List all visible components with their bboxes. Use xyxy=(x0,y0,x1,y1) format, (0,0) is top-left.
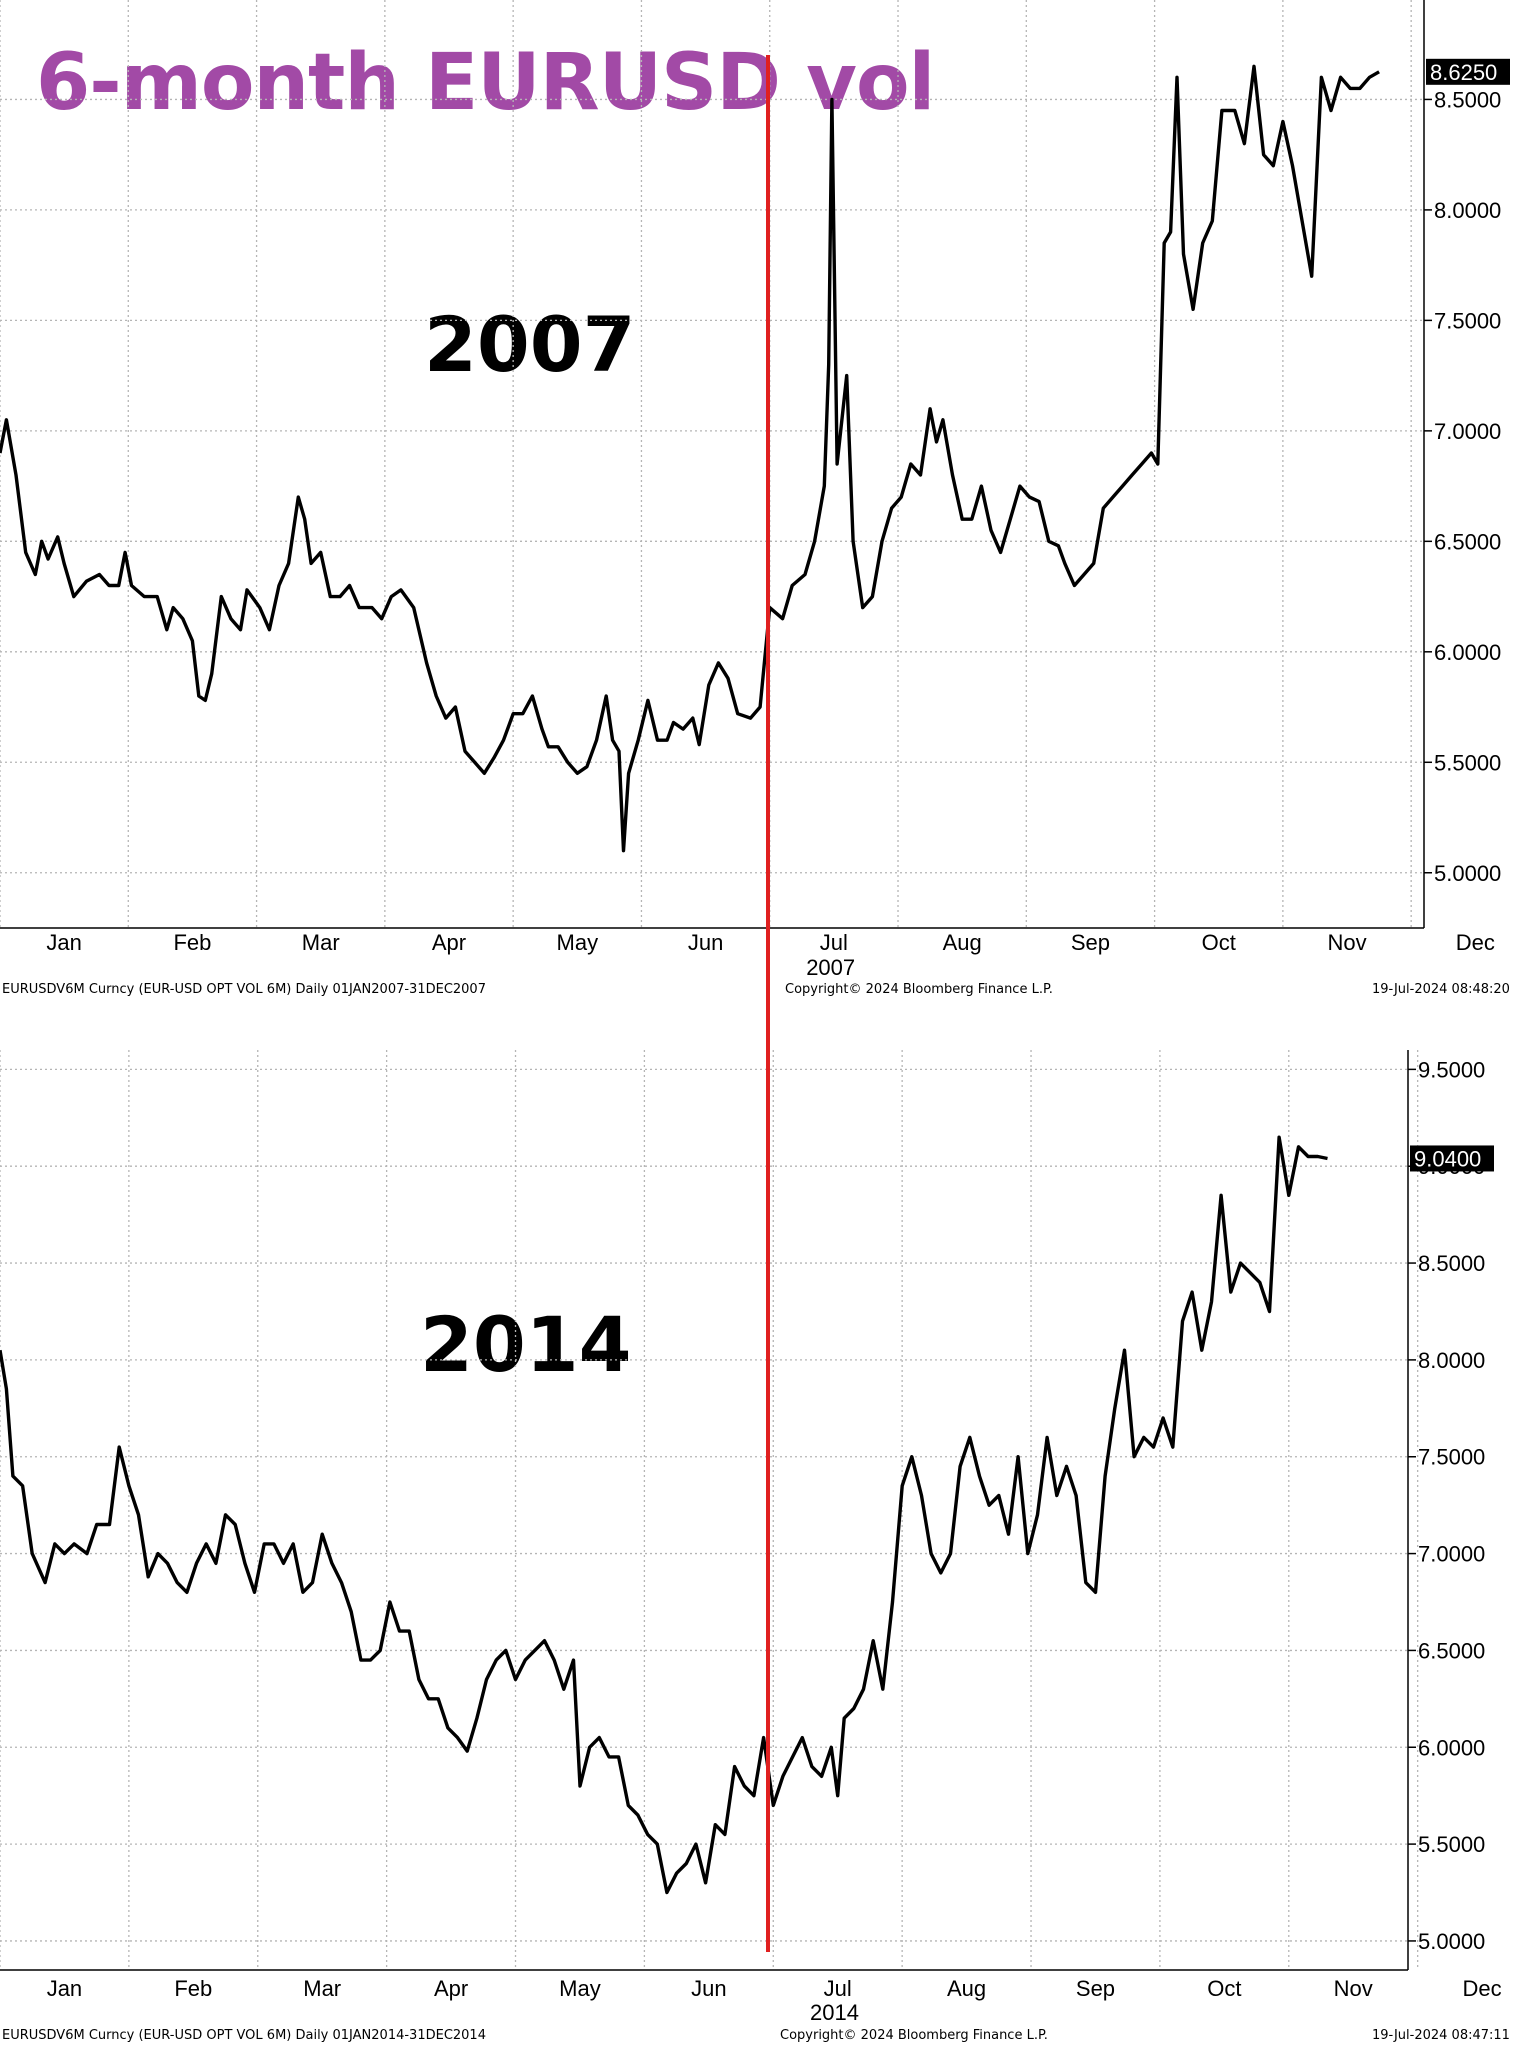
x-tick-label-2014-aug: Aug xyxy=(947,1976,986,2001)
x-tick-label-2007-aug: Aug xyxy=(943,930,982,955)
y-tick-label-2014-6: 8.0000 xyxy=(1418,1348,1485,1373)
footer-mid-2014: Copyright© 2024 Bloomberg Finance L.P. xyxy=(780,2028,1048,2043)
footer-right-2014: 19-Jul-2024 08:47:11 xyxy=(1372,2028,1510,2043)
x-tick-label-2014-jul: Jul xyxy=(824,1976,852,2001)
footer-right-2007: 19-Jul-2024 08:48:20 xyxy=(1372,982,1510,997)
x-tick-label-2007-jan: Jan xyxy=(46,930,81,955)
y-tick-label-2007-2: 6.0000 xyxy=(1434,640,1501,665)
y-tick-label-2014-0: 5.0000 xyxy=(1418,1929,1485,1954)
y-tick-label-2007-7: 8.5000 xyxy=(1434,87,1501,112)
y-tick-label-2014-1: 5.5000 xyxy=(1418,1832,1485,1857)
year-label-2007: 2007 xyxy=(424,300,636,389)
x-tick-label-2007-oct: Oct xyxy=(1202,930,1236,955)
x-tick-label-2014-sep: Sep xyxy=(1076,1976,1115,2001)
x-tick-label-2007-mar: Mar xyxy=(302,930,340,955)
x-tick-label-2007-feb: Feb xyxy=(173,930,211,955)
x-tick-label-2014-jan: Jan xyxy=(47,1976,82,2001)
x-tick-label-2014-apr: Apr xyxy=(434,1976,468,2001)
current-value-label-2014: 9.0400 xyxy=(1414,1146,1481,1171)
footer-left-2007: EURUSDV6M Curncy (EUR-USD OPT VOL 6M) Da… xyxy=(2,982,486,997)
x-tick-label-2014-mar: Mar xyxy=(303,1976,341,2001)
x-tick-label-2007-jul: Jul xyxy=(820,930,848,955)
y-tick-label-2007-5: 7.5000 xyxy=(1434,308,1501,333)
y-tick-label-2007-0: 5.0000 xyxy=(1434,861,1501,886)
y-tick-label-2014-3: 6.5000 xyxy=(1418,1638,1485,1663)
current-value-badge-2014 xyxy=(1410,1145,1494,1172)
x-tick-label-2014-dec: Dec xyxy=(1463,1976,1502,2001)
y-tick-label-2014-4: 7.0000 xyxy=(1418,1542,1485,1567)
y-tick-label-2007-6: 8.0000 xyxy=(1434,198,1501,223)
footer-left-2014: EURUSDV6M Curncy (EUR-USD OPT VOL 6M) Da… xyxy=(2,2028,486,2043)
x-tick-label-2014-nov: Nov xyxy=(1334,1976,1373,2001)
year-label-2014: 2014 xyxy=(420,1300,632,1389)
current-value-badge-2007 xyxy=(1426,58,1510,85)
y-tick-label-2007-4: 7.0000 xyxy=(1434,419,1501,444)
series-line-2014 xyxy=(0,1135,1328,1895)
x-axis-year-label-2014: 2014 xyxy=(810,2000,859,2025)
x-tick-label-2007-jun: Jun xyxy=(688,930,723,955)
x-axis-year-label-2007: 2007 xyxy=(806,955,855,980)
y-tick-label-2007-1: 5.5000 xyxy=(1434,750,1501,775)
x-tick-label-2014-feb: Feb xyxy=(174,1976,212,2001)
y-tick-label-2014-5: 7.5000 xyxy=(1418,1445,1485,1470)
series-line-2007 xyxy=(0,64,1380,853)
x-tick-label-2007-may: May xyxy=(557,930,599,955)
x-tick-label-2014-jun: Jun xyxy=(691,1976,726,2001)
x-tick-label-2007-sep: Sep xyxy=(1071,930,1110,955)
x-tick-label-2007-nov: Nov xyxy=(1327,930,1366,955)
current-value-label-2007: 8.6250 xyxy=(1430,60,1497,85)
x-tick-label-2007-dec: Dec xyxy=(1456,930,1495,955)
x-tick-label-2014-may: May xyxy=(559,1976,601,2001)
x-tick-label-2007-apr: Apr xyxy=(432,930,466,955)
chart-title: 6-month EURUSD vol xyxy=(36,38,935,128)
y-tick-label-2007-3: 6.5000 xyxy=(1434,529,1501,554)
footer-mid-2007: Copyright© 2024 Bloomberg Finance L.P. xyxy=(785,982,1053,997)
y-tick-label-2014-9: 9.5000 xyxy=(1418,1057,1485,1082)
y-tick-label-2014-7: 8.5000 xyxy=(1418,1251,1485,1276)
x-tick-label-2014-oct: Oct xyxy=(1207,1976,1241,2001)
y-tick-label-2014-2: 6.0000 xyxy=(1418,1735,1485,1760)
